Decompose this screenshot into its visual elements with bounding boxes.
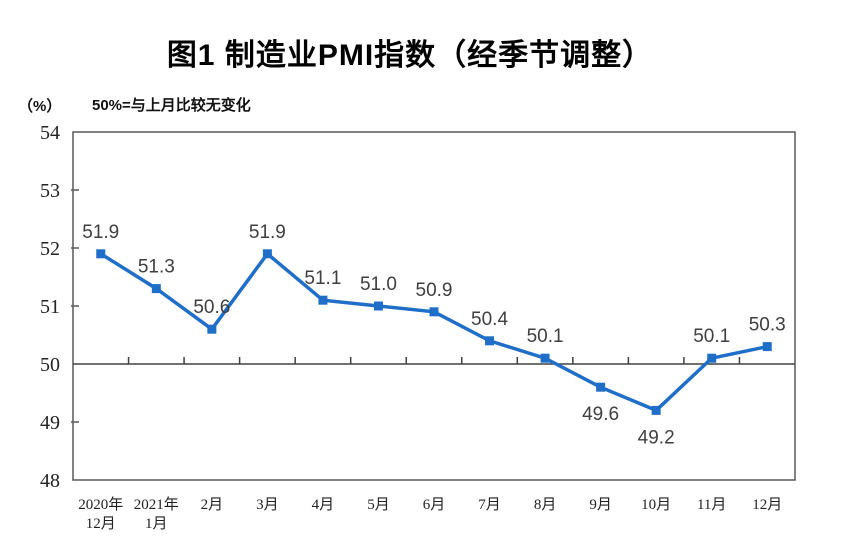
x-axis-label: 1月 <box>145 516 168 532</box>
data-point-marker <box>540 353 550 363</box>
data-point-label: 50.3 <box>749 315 786 336</box>
data-point-label: 51.9 <box>82 222 119 243</box>
x-axis-label: 5月 <box>367 497 390 513</box>
data-point-marker <box>262 249 272 259</box>
data-point-label: 50.9 <box>416 280 453 301</box>
data-point-label: 50.4 <box>471 309 508 330</box>
y-axis-tick-label: 51 <box>40 296 60 318</box>
data-point-marker <box>707 353 717 363</box>
data-point-label: 49.2 <box>638 427 675 448</box>
pmi-series-line <box>99 251 768 413</box>
data-point-marker <box>485 336 495 346</box>
data-point-marker <box>762 342 772 352</box>
y-axis-tick-label: 52 <box>40 238 60 260</box>
data-point-marker <box>429 307 439 317</box>
y-axis-tick-label: 50 <box>40 354 60 376</box>
y-axis-tick-label: 54 <box>40 122 60 144</box>
data-point-label: 49.6 <box>582 404 619 425</box>
data-point-label: 50.6 <box>193 297 230 318</box>
y-axis-tick-label: 53 <box>40 180 60 202</box>
baseline-note: 50%=与上月比较无变化 <box>92 97 251 114</box>
data-point-label: 51.1 <box>304 268 341 289</box>
data-point-marker <box>96 249 106 259</box>
x-axis-label: 10月 <box>641 497 671 513</box>
data-point-marker <box>207 324 217 334</box>
x-axis-label: 8月 <box>534 497 557 513</box>
chart-title: 图1 制造业PMI指数（经季节调整） <box>166 39 654 72</box>
data-point-marker <box>318 295 328 305</box>
x-axis-label: 12月 <box>752 497 782 513</box>
x-axis-label: 2020年 <box>78 496 123 513</box>
data-point-marker <box>596 382 606 392</box>
data-point-label: 51.9 <box>249 222 286 243</box>
data-point-label: 51.0 <box>360 274 397 295</box>
y-axis-unit-label: （%） <box>18 98 62 115</box>
x-axis-label: 2021年 <box>134 496 179 513</box>
x-axis-label: 9月 <box>589 497 612 513</box>
y-axis-tick-label: 49 <box>40 412 60 434</box>
data-point-marker <box>651 405 661 415</box>
x-axis-label: 4月 <box>312 497 335 513</box>
x-axis-label: 11月 <box>697 497 726 513</box>
x-axis-label: 3月 <box>256 497 279 513</box>
data-point-label: 50.1 <box>693 326 730 347</box>
x-axis-label: 7月 <box>478 497 501 513</box>
x-axis-label: 2月 <box>201 497 224 513</box>
data-point-label: 51.3 <box>138 257 175 278</box>
data-point-marker <box>373 301 383 311</box>
y-axis-tick-label: 48 <box>40 470 60 492</box>
x-axis-label: 12月 <box>86 516 116 532</box>
data-point-marker <box>151 284 161 294</box>
x-axis-label: 6月 <box>423 497 446 513</box>
data-point-label: 50.1 <box>527 326 564 347</box>
